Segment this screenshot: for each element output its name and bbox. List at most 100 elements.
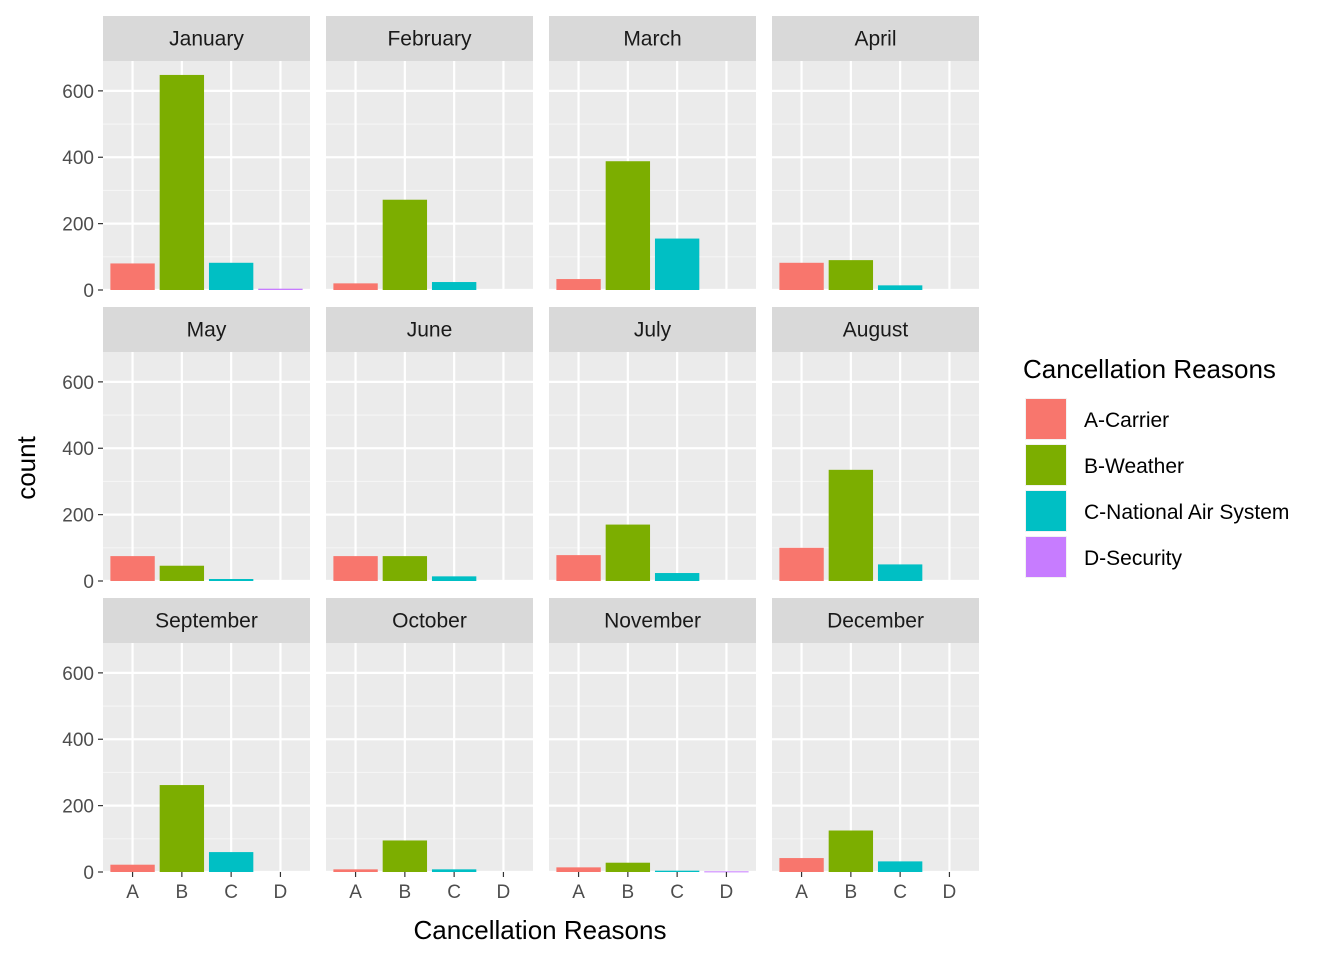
bar-october-B xyxy=(382,840,428,872)
bar-may-A xyxy=(110,556,155,581)
facet-title-june: June xyxy=(407,319,453,342)
panel-background-august xyxy=(772,352,979,581)
y-tick-label: 600 xyxy=(62,82,94,103)
facet-strip-june xyxy=(326,307,533,352)
facet-strip-august xyxy=(772,307,979,352)
facet-strip-october xyxy=(326,598,533,643)
x-tick-label: C xyxy=(670,882,684,903)
legend-label-D: D-Security xyxy=(1084,547,1183,570)
y-tick-label: 0 xyxy=(83,572,94,593)
facet-title-january: January xyxy=(169,28,244,51)
bar-december-C xyxy=(877,861,923,872)
facet-title-october: October xyxy=(392,610,467,633)
facet-strip-december xyxy=(772,598,979,643)
bar-april-B xyxy=(828,260,874,290)
bar-september-C xyxy=(208,852,254,872)
bar-november-C xyxy=(654,870,700,872)
bar-january-A xyxy=(110,263,155,290)
bar-june-B xyxy=(382,556,428,581)
bar-may-B xyxy=(159,565,205,581)
x-axis-title: Cancellation Reasons xyxy=(414,915,667,945)
bar-january-C xyxy=(208,262,254,290)
facet-title-february: February xyxy=(387,28,472,51)
panel-background-december xyxy=(772,643,979,872)
bar-september-B xyxy=(159,785,205,872)
bar-april-A xyxy=(779,262,824,290)
bar-june-A xyxy=(333,556,378,581)
bar-february-B xyxy=(382,199,428,290)
x-tick-label: B xyxy=(622,882,635,903)
y-tick-label: 600 xyxy=(62,373,94,394)
bar-november-D xyxy=(704,871,749,873)
x-tick-label: C xyxy=(224,882,238,903)
bar-june-C xyxy=(431,576,477,581)
bar-july-B xyxy=(605,524,651,581)
facet-strip-may xyxy=(103,307,310,352)
x-tick-label: D xyxy=(497,882,511,903)
bar-march-C xyxy=(654,238,700,290)
bar-november-B xyxy=(605,862,651,872)
bar-march-A xyxy=(556,279,601,290)
facet-title-march: March xyxy=(623,28,681,51)
facet-strip-march xyxy=(549,16,756,61)
legend-label-C: C-National Air System xyxy=(1084,501,1289,524)
bar-october-A xyxy=(333,869,378,872)
x-tick-label: B xyxy=(845,882,858,903)
y-tick-label: 200 xyxy=(62,797,94,818)
bar-february-C xyxy=(431,282,477,290)
facet-strip-september xyxy=(103,598,310,643)
y-tick-label: 0 xyxy=(83,863,94,884)
bar-january-B xyxy=(159,74,205,290)
panel-background-january xyxy=(103,61,310,290)
legend-label-A: A-Carrier xyxy=(1084,409,1169,432)
bar-january-D xyxy=(258,288,303,290)
bar-august-A xyxy=(779,547,824,581)
panel-background-september xyxy=(103,643,310,872)
facet-title-april: April xyxy=(854,28,896,51)
panel-background-february xyxy=(326,61,533,290)
panel-background-may xyxy=(103,352,310,581)
legend-swatch-B xyxy=(1026,445,1066,485)
panel-background-march xyxy=(549,61,756,290)
bar-february-A xyxy=(333,283,378,290)
y-axis-title: count xyxy=(11,435,41,499)
facet-title-november: November xyxy=(604,610,701,633)
x-tick-label: A xyxy=(795,882,808,903)
x-tick-label: B xyxy=(176,882,189,903)
facet-strip-february xyxy=(326,16,533,61)
panel-background-october xyxy=(326,643,533,872)
legend-label-B: B-Weather xyxy=(1084,455,1184,478)
bar-july-A xyxy=(556,555,601,581)
y-tick-label: 0 xyxy=(83,281,94,302)
bar-may-C xyxy=(208,579,254,581)
y-tick-label: 200 xyxy=(62,215,94,236)
bar-july-C xyxy=(654,573,700,581)
bar-december-B xyxy=(828,830,874,872)
bar-september-A xyxy=(110,864,155,872)
x-tick-label: A xyxy=(572,882,585,903)
x-tick-label: C xyxy=(447,882,461,903)
y-tick-label: 600 xyxy=(62,664,94,685)
facet-title-december: December xyxy=(827,610,924,633)
y-tick-label: 400 xyxy=(62,439,94,460)
facet-title-august: August xyxy=(843,319,909,342)
legend-swatch-A xyxy=(1026,399,1066,439)
facet-strip-january xyxy=(103,16,310,61)
bar-december-A xyxy=(779,858,824,872)
bar-october-C xyxy=(431,869,477,872)
facet-title-july: July xyxy=(634,319,672,342)
panel-background-july xyxy=(549,352,756,581)
panel-background-april xyxy=(772,61,979,290)
legend-swatch-C xyxy=(1026,491,1066,531)
facet-title-may: May xyxy=(187,319,227,342)
panel-background-june xyxy=(326,352,533,581)
x-tick-label: D xyxy=(943,882,957,903)
bar-april-C xyxy=(877,285,923,290)
x-tick-label: D xyxy=(720,882,734,903)
legend-swatch-D xyxy=(1026,537,1066,577)
y-tick-label: 200 xyxy=(62,506,94,527)
panel-background-november xyxy=(549,643,756,872)
x-tick-label: A xyxy=(349,882,362,903)
